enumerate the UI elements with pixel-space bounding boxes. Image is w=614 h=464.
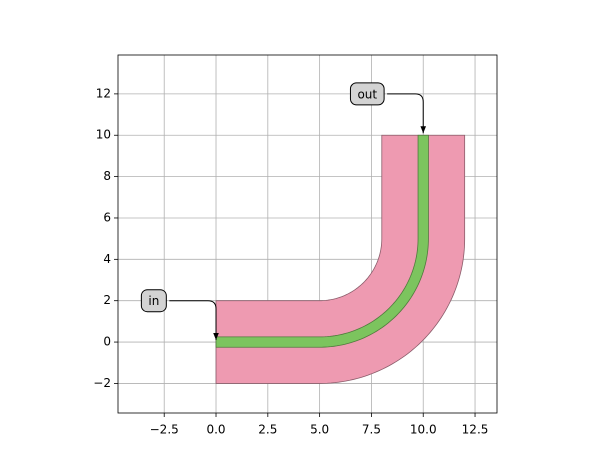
y-tick-label: −2 xyxy=(93,376,111,390)
x-tick-label: 5.0 xyxy=(310,423,329,437)
y-tick-label: 12 xyxy=(96,86,111,100)
x-tick-label: 0.0 xyxy=(206,423,225,437)
x-tick-label: 7.5 xyxy=(362,423,381,437)
annotation-box xyxy=(140,289,167,313)
x-tick-label: 12.5 xyxy=(462,423,489,437)
y-tick-label: 4 xyxy=(103,252,111,266)
annotation: in xyxy=(140,289,219,341)
annotation-arrow xyxy=(169,300,219,341)
annotation-label: out xyxy=(357,87,377,101)
x-tick-label: 2.5 xyxy=(258,423,277,437)
annotation: out xyxy=(349,82,427,134)
y-tick-label: 2 xyxy=(103,293,111,307)
axes-frame xyxy=(117,54,498,414)
y-tick-label: 8 xyxy=(103,169,111,183)
y-tick-label: 10 xyxy=(96,128,111,142)
cladding xyxy=(215,134,466,384)
annotation-box xyxy=(349,82,385,106)
x-tick-label: 10.0 xyxy=(410,423,437,437)
annotation-arrow xyxy=(387,93,427,134)
y-tick-label: 6 xyxy=(103,210,111,224)
x-tick-label: −2.5 xyxy=(150,423,179,437)
annotation-label: in xyxy=(148,294,159,308)
y-tick-label: 0 xyxy=(103,335,111,349)
core xyxy=(215,134,429,348)
